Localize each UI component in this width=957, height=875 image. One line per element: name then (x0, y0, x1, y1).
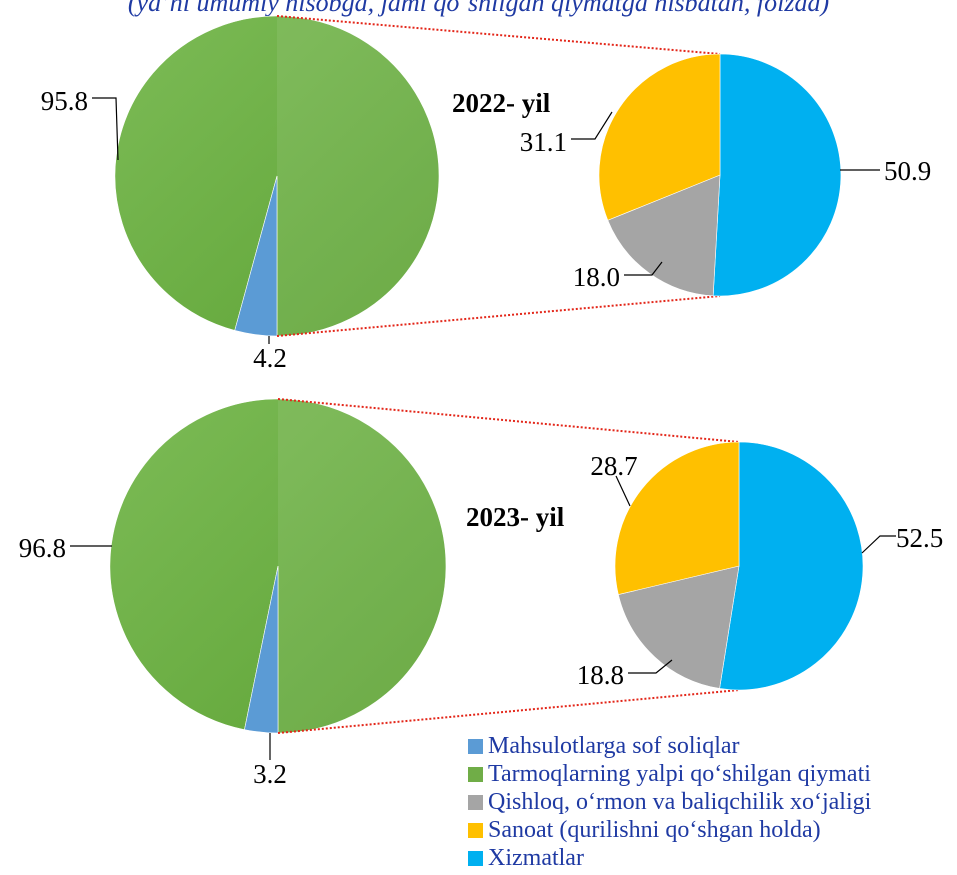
data-label-gva: 95.8 (41, 86, 88, 116)
slice-highlight (278, 399, 446, 733)
data-label-industry: 28.7 (590, 451, 637, 481)
slice-industry (598, 53, 721, 221)
slice-industry (614, 441, 740, 595)
leader-line-agriculture (624, 261, 663, 276)
slice-highlight (277, 16, 439, 336)
connector-line-top (277, 398, 740, 443)
legend-item-industry: Sanoat (qurilishni qo‘shgan holda) (468, 816, 871, 844)
slice-agriculture (607, 174, 721, 297)
leader-line-agriculture (628, 659, 673, 674)
legend-swatch-gross-value-added (468, 766, 483, 782)
leader-line-gva (92, 97, 119, 161)
legend-label: Qishloq, o‘rmon va baliqchilik xo‘jaligi (488, 788, 872, 815)
legend-item-agriculture: Qishloq, o‘rmon va baliqchilik xo‘jaligi (468, 788, 871, 816)
chart-title-2023: 2023- yil (466, 502, 565, 532)
legend-label: Tarmoqlarning yalpi qo‘shilgan qiymati (488, 760, 871, 787)
leader-line-services (861, 535, 896, 554)
chart-subtitle: (ya’ni umumiy hisobga, jami qo‘shilgan q… (127, 0, 830, 17)
leader-line-industry (571, 111, 613, 140)
slice-net-taxes (244, 565, 279, 734)
chart-title-2022: 2022- yil (452, 88, 551, 118)
data-label-agriculture: 18.8 (577, 660, 624, 690)
legend-swatch-agriculture (468, 794, 483, 810)
data-label-services: 50.9 (884, 156, 931, 186)
connector-line-bottom (277, 689, 740, 734)
data-label-net-taxes: 3.2 (253, 759, 287, 789)
data-label-services: 52.5 (896, 523, 943, 553)
slice-net-taxes (234, 175, 278, 337)
data-label-agriculture: 18.0 (573, 262, 620, 292)
legend: Mahsulotlarga sof soliqlar Tarmoqlarning… (468, 732, 871, 872)
legend-label: Xizmatlar (488, 844, 584, 871)
legend-label: Mahsulotlarga sof soliqlar (488, 732, 740, 759)
legend-swatch-net-taxes (468, 738, 483, 754)
leader-line-industry (615, 475, 631, 507)
legend-item-gross-value-added: Tarmoqlarning yalpi qo‘shilgan qiymati (468, 760, 871, 788)
slice-agriculture (617, 565, 740, 689)
legend-swatch-services (468, 850, 483, 866)
data-label-gva: 96.8 (19, 533, 66, 563)
slice-services (712, 53, 842, 297)
legend-swatch-industry (468, 822, 483, 838)
legend-label: Sanoat (qurilishni qo‘shgan holda) (488, 816, 821, 843)
data-label-net-taxes: 4.2 (253, 343, 287, 373)
legend-item-services: Xizmatlar (468, 844, 871, 872)
data-label-industry: 31.1 (520, 127, 567, 157)
slice-services (719, 441, 864, 691)
legend-item-net-taxes: Mahsulotlarga sof soliqlar (468, 732, 871, 760)
